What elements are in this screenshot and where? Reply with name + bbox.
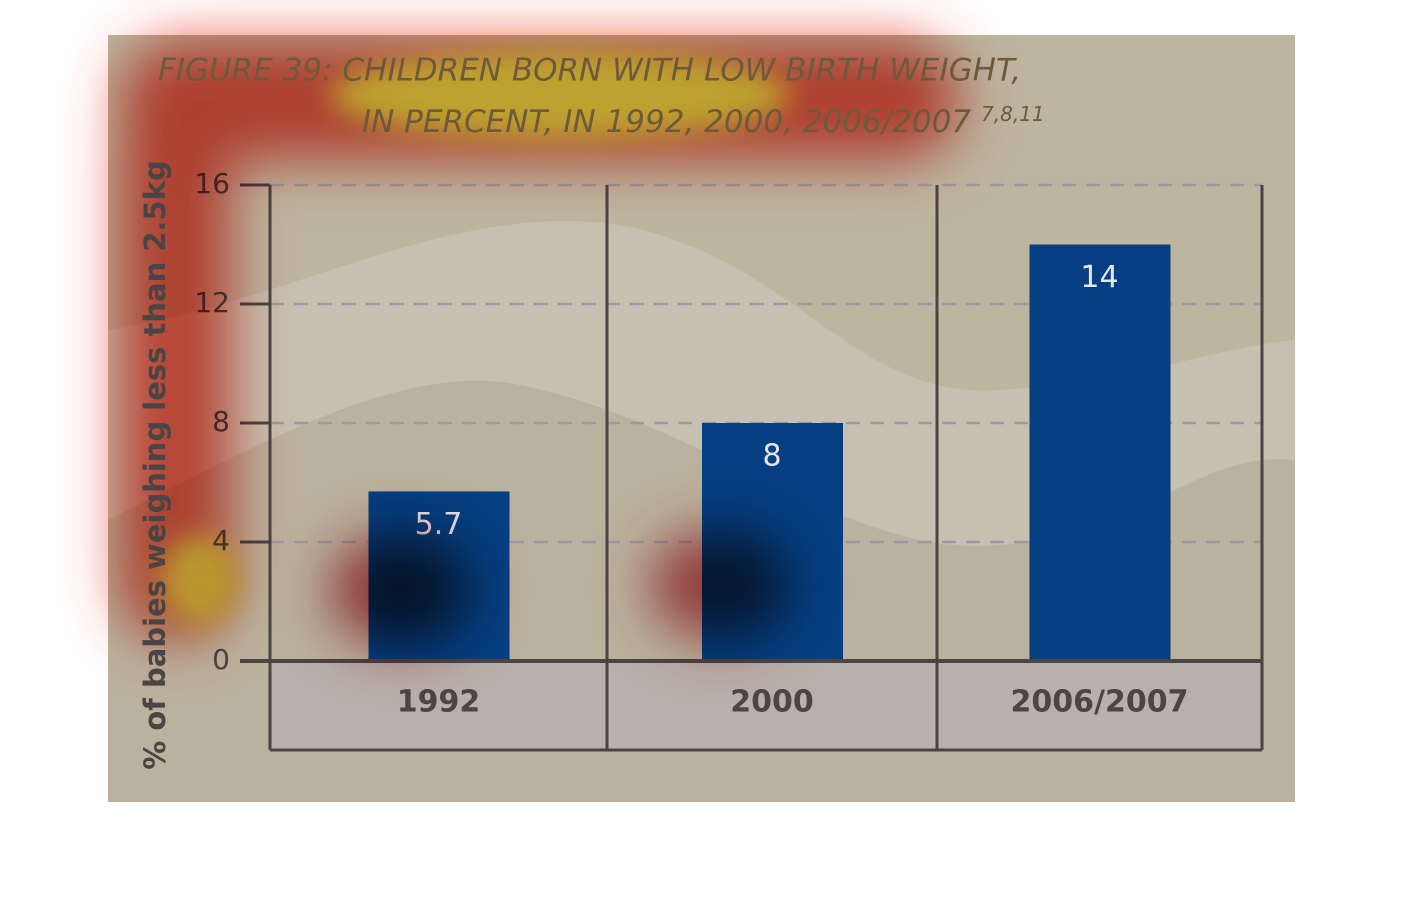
x-tick-label: 2006/2007 [1011, 685, 1189, 720]
category-band [270, 661, 1262, 750]
value-label: 14 [1080, 260, 1118, 295]
value-label: 8 [762, 439, 781, 474]
title-superscript: 7,8,11 [981, 102, 1045, 126]
bar [1029, 244, 1171, 661]
y-axis-label: % of babies weighing less than 2.5kg [138, 160, 172, 770]
chart-title: FIGURE 39: CHILDREN BORN WITH LOW BIRTH … [158, 53, 1021, 89]
y-tick-label: 0 [212, 643, 230, 676]
x-tick-label: 1992 [397, 685, 481, 720]
heatmap-overlay [120, 40, 960, 645]
chart-title-line: IN PERCENT, IN 1992, 2000, 2006/2007 [362, 104, 971, 140]
value-label: 5.7 [415, 507, 463, 542]
x-tick-label: 2000 [730, 685, 814, 720]
chart-title: IN PERCENT, IN 1992, 2000, 2006/2007 7,8,… [362, 102, 1045, 140]
